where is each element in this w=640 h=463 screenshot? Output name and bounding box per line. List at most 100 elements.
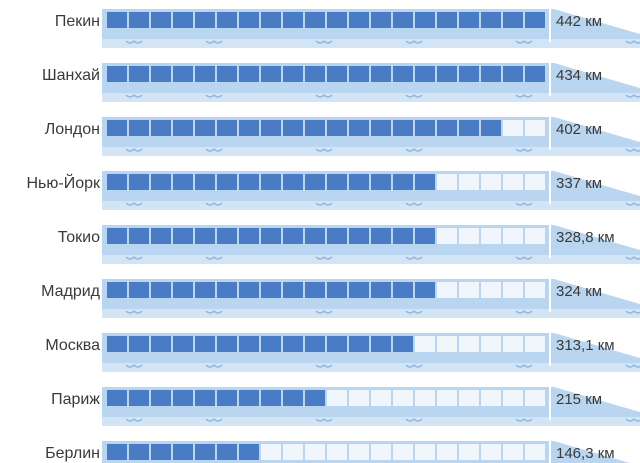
bar-segment-filled	[217, 390, 237, 406]
bar-segment-filled	[173, 444, 193, 460]
wheel-icon	[205, 148, 223, 152]
train-row: Пекин 442 км	[55, 9, 640, 48]
train-underframe	[102, 201, 640, 210]
value-label: 402 км	[556, 121, 602, 138]
bar-segment-filled	[437, 120, 457, 136]
bar-segment-empty	[481, 174, 501, 190]
bar-segment-filled	[151, 120, 171, 136]
bar-segment-filled	[195, 12, 215, 28]
bar-segment-filled	[217, 12, 237, 28]
bar-segment-empty	[415, 336, 435, 352]
bar-segment-filled	[151, 390, 171, 406]
train-row: Берлин 146,3 км	[45, 441, 630, 463]
wheel-icon	[515, 148, 533, 152]
bar-segment-filled	[261, 12, 281, 28]
value-label: 324 км	[556, 283, 602, 300]
bar-segment-filled	[173, 174, 193, 190]
bar-segment-filled	[525, 12, 545, 28]
bar-segment-filled	[239, 120, 259, 136]
bar-segment-filled	[151, 66, 171, 82]
wheel-icon	[125, 202, 143, 206]
wheel-icon	[515, 94, 533, 98]
bar-segment-empty	[393, 390, 413, 406]
bar-segment-filled	[107, 120, 127, 136]
bar-segment-filled	[437, 66, 457, 82]
bar-segment-filled	[393, 66, 413, 82]
train-underframe	[102, 363, 640, 372]
bar-segment-filled	[129, 282, 149, 298]
bar-segment-empty	[525, 228, 545, 244]
wheel-icon	[205, 94, 223, 98]
bar-segment-filled	[151, 336, 171, 352]
bar-segment-filled	[239, 282, 259, 298]
bar-segment-empty	[525, 444, 545, 460]
bar-segment-filled	[151, 12, 171, 28]
bar-segment-filled	[371, 120, 391, 136]
bar-segment-filled	[195, 336, 215, 352]
wheel-icon	[205, 364, 223, 368]
bar-segment-filled	[217, 174, 237, 190]
wheel-icon	[405, 40, 423, 44]
bar-segment-filled	[393, 336, 413, 352]
bar-segment-filled	[151, 174, 171, 190]
bar-segment-filled	[217, 282, 237, 298]
bar-segment-empty	[503, 336, 523, 352]
bar-segment-empty	[459, 228, 479, 244]
wheel-icon	[405, 94, 423, 98]
wheel-icon	[405, 310, 423, 314]
bar-segment-filled	[239, 390, 259, 406]
bar-segment-empty	[481, 390, 501, 406]
bar-segment-filled	[305, 174, 325, 190]
bar-segment-filled	[151, 282, 171, 298]
bar-segment-empty	[503, 390, 523, 406]
bar-segment-filled	[393, 12, 413, 28]
bar-segment-filled	[349, 120, 369, 136]
value-label: 215 км	[556, 391, 602, 408]
bar-segment-filled	[129, 174, 149, 190]
bar-segment-empty	[481, 444, 501, 460]
bar-segment-filled	[283, 120, 303, 136]
train-row: Мадрид 324 км	[41, 279, 640, 318]
bar-segment-filled	[107, 390, 127, 406]
bar-segment-filled	[503, 12, 523, 28]
bar-segment-empty	[503, 282, 523, 298]
wheel-icon	[515, 256, 533, 260]
wheel-icon	[315, 418, 333, 422]
bar-segment-filled	[349, 66, 369, 82]
bar-segment-filled	[349, 12, 369, 28]
wheel-icon	[125, 40, 143, 44]
bar-segment-filled	[415, 120, 435, 136]
train-underframe	[102, 255, 640, 264]
train-row: Париж 215 км	[51, 387, 640, 426]
bar-segment-filled	[107, 228, 127, 244]
bar-segment-filled	[129, 336, 149, 352]
category-label: Берлин	[45, 445, 100, 462]
bar-segment-filled	[107, 336, 127, 352]
train-row: Токио 328,8 км	[58, 225, 640, 264]
bar-segment-filled	[459, 66, 479, 82]
bar-segment-filled	[305, 336, 325, 352]
bar-segment-filled	[283, 12, 303, 28]
category-label: Нью-Йорк	[26, 173, 101, 192]
wheel-icon	[205, 256, 223, 260]
bar-segment-empty	[283, 444, 303, 460]
wheel-icon	[515, 202, 533, 206]
bar-segment-filled	[415, 228, 435, 244]
bar-segment-filled	[327, 336, 347, 352]
wheel-icon	[205, 418, 223, 422]
bar-segment-filled	[261, 336, 281, 352]
bar-segment-filled	[371, 336, 391, 352]
bar-segment-filled	[195, 120, 215, 136]
bar-segment-filled	[459, 120, 479, 136]
bar-segment-empty	[503, 228, 523, 244]
bar-segment-filled	[415, 174, 435, 190]
bar-segment-empty	[393, 444, 413, 460]
wheel-icon	[125, 94, 143, 98]
bar-segment-filled	[327, 12, 347, 28]
wheel-icon	[515, 310, 533, 314]
bar-segment-filled	[129, 444, 149, 460]
bar-segment-filled	[349, 174, 369, 190]
bar-segment-filled	[481, 120, 501, 136]
bar-segment-empty	[503, 174, 523, 190]
